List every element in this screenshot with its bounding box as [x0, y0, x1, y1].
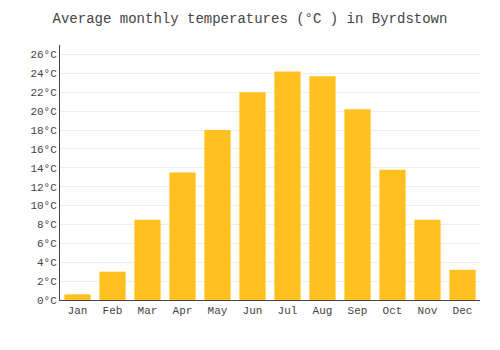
svg-text:26°C: 26°C [30, 49, 57, 61]
svg-text:20°C: 20°C [30, 106, 57, 118]
svg-text:4°C: 4°C [37, 257, 57, 269]
svg-text:Nov: Nov [418, 305, 438, 317]
svg-text:0°C: 0°C [37, 295, 57, 307]
svg-text:Jan: Jan [68, 305, 88, 317]
svg-text:Jun: Jun [243, 305, 263, 317]
svg-text:8°C: 8°C [37, 219, 57, 231]
svg-text:6°C: 6°C [37, 238, 57, 250]
svg-text:Average monthly temperatures (: Average monthly temperatures (°C ) in By… [53, 11, 448, 27]
svg-text:14°C: 14°C [30, 163, 57, 175]
svg-text:Sep: Sep [348, 305, 368, 317]
svg-text:24°C: 24°C [30, 68, 57, 80]
svg-text:12°C: 12°C [30, 182, 57, 194]
svg-text:Mar: Mar [138, 305, 158, 317]
svg-text:16°C: 16°C [30, 144, 57, 156]
svg-text:Aug: Aug [313, 305, 333, 317]
svg-text:Dec: Dec [453, 305, 473, 317]
svg-text:Apr: Apr [173, 305, 193, 317]
svg-text:10°C: 10°C [30, 200, 57, 212]
svg-text:18°C: 18°C [30, 125, 57, 137]
svg-text:22°C: 22°C [30, 87, 57, 99]
svg-text:Feb: Feb [103, 305, 123, 317]
svg-text:May: May [208, 305, 228, 317]
svg-text:Jul: Jul [278, 305, 298, 317]
svg-text:2°C: 2°C [37, 276, 57, 288]
svg-text:Oct: Oct [383, 305, 403, 317]
